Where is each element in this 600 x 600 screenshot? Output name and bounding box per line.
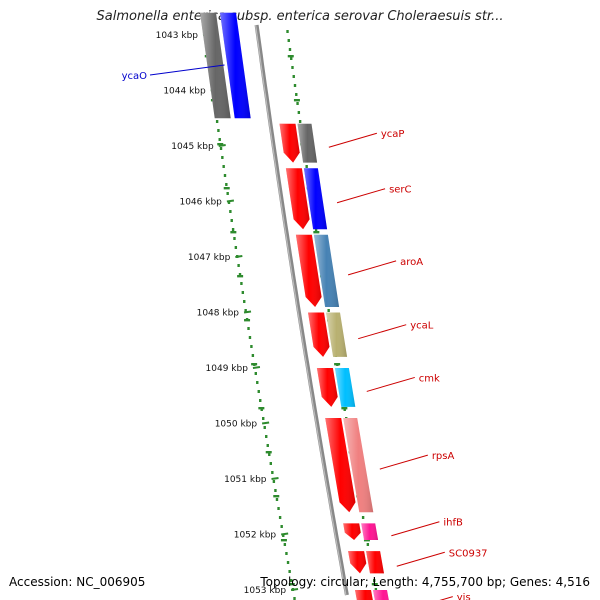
label-leader-line bbox=[149, 64, 225, 76]
kbp-tick-label: 1047 kbp bbox=[188, 253, 231, 263]
kbp-tick-label: 1044 kbp bbox=[163, 87, 206, 97]
cds-arrow-serC[interactable] bbox=[285, 168, 310, 230]
kbp-tick-mark bbox=[252, 366, 261, 369]
backbone bbox=[254, 24, 349, 596]
kbp-tick-label: 1046 kbp bbox=[179, 198, 222, 208]
cog-bar-aroA[interactable] bbox=[313, 234, 340, 307]
kbp-tick-mark bbox=[290, 588, 299, 591]
gene-label-ycaP[interactable]: ycaP bbox=[381, 129, 405, 140]
gc-content-tracks: 1043 kbp 1044 kbp 1045 kbp 1046 kbp 1047 kbp… bbox=[156, 30, 379, 600]
kbp-tick-label: 1049 kbp bbox=[206, 364, 249, 374]
gene-label-aroA[interactable]: aroA bbox=[400, 257, 423, 268]
genome-backbone-line bbox=[254, 24, 349, 596]
gene-label-ycaO[interactable]: ycaO bbox=[122, 71, 148, 82]
cog-bar-ihfB[interactable] bbox=[361, 523, 379, 540]
label-leader-line bbox=[336, 188, 386, 204]
kbp-tick-mark bbox=[243, 310, 252, 314]
cog-bar-yis[interactable] bbox=[373, 590, 393, 600]
cog-bar-rpsA[interactable] bbox=[343, 418, 374, 513]
kbp-tick-label: 1050 kbp bbox=[215, 420, 258, 430]
genome-summary-text: Topology: circular; Length: 4,755,700 bp… bbox=[260, 575, 590, 589]
label-leader-line bbox=[439, 596, 453, 600]
label-leader-line bbox=[391, 521, 440, 537]
kbp-tick-mark bbox=[261, 421, 270, 425]
cog-bar-serC[interactable] bbox=[303, 168, 328, 230]
label-leader-line bbox=[366, 376, 415, 392]
kbp-tick-mark bbox=[218, 144, 226, 147]
cds-arrow-ihfB[interactable] bbox=[343, 523, 361, 540]
gc-track-left bbox=[203, 30, 296, 600]
cds-arrow-SC0937[interactable] bbox=[348, 551, 367, 574]
kbp-tick-mark bbox=[226, 199, 235, 203]
map-title: Salmonella enterica subsp. enterica sero… bbox=[96, 9, 504, 24]
label-leader-line bbox=[396, 551, 445, 567]
cog-bar-cmk[interactable] bbox=[334, 368, 356, 407]
cds-arrow-ycaL[interactable] bbox=[308, 312, 330, 357]
accession-text: Accession: NC_006905 bbox=[9, 575, 146, 589]
label-leader-line bbox=[347, 260, 397, 276]
cog-bar-ycaL[interactable] bbox=[326, 312, 348, 357]
gene-label-cmk[interactable]: cmk bbox=[419, 373, 440, 384]
feature-labels: ycaO ycaP serC aroA ycaL cmk rpsA ihfB SC0937 yis bbox=[122, 64, 488, 600]
cog-bar-SC0937[interactable] bbox=[366, 551, 384, 574]
gene-label-serC[interactable]: serC bbox=[389, 185, 411, 196]
kbp-tick-mark bbox=[281, 532, 289, 536]
kbp-tick-label: 1051 kbp bbox=[224, 475, 267, 485]
gene-label-ycaL[interactable]: ycaL bbox=[410, 321, 434, 332]
cds-arrow-cmk[interactable] bbox=[316, 368, 338, 407]
gene-label-yis[interactable]: yis bbox=[457, 593, 471, 600]
cds-arrow-aroA[interactable] bbox=[295, 234, 322, 307]
cog-bar-ycaP[interactable] bbox=[297, 123, 318, 163]
label-leader-line bbox=[379, 454, 428, 470]
cds-arrow-yis[interactable] bbox=[355, 590, 375, 600]
kbp-tick-label: 1052 kbp bbox=[234, 531, 277, 541]
cds-arrow-ycaP[interactable] bbox=[279, 123, 300, 163]
label-leader-line bbox=[328, 132, 378, 148]
label-leader-line bbox=[358, 324, 407, 340]
reverse-feature-cog-1[interactable] bbox=[200, 12, 231, 119]
feature-tracks bbox=[200, 12, 393, 600]
kbp-tick-label: 1043 kbp bbox=[156, 31, 199, 41]
cds-arrow-rpsA[interactable] bbox=[325, 418, 356, 513]
kbp-tick-label: 1045 kbp bbox=[171, 142, 214, 152]
gene-label-rpsA[interactable]: rpsA bbox=[432, 451, 455, 462]
gene-label-ihfB[interactable]: ihfB bbox=[443, 518, 463, 529]
reverse-feature-ycaO[interactable] bbox=[220, 12, 251, 119]
kbp-tick-label: 1048 kbp bbox=[197, 309, 240, 319]
gene-label-SC0937[interactable]: SC0937 bbox=[449, 548, 488, 559]
kbp-tick-mark bbox=[271, 477, 279, 480]
kbp-tick-label: 1053 kbp bbox=[244, 586, 287, 596]
kbp-tick-mark bbox=[235, 255, 243, 258]
